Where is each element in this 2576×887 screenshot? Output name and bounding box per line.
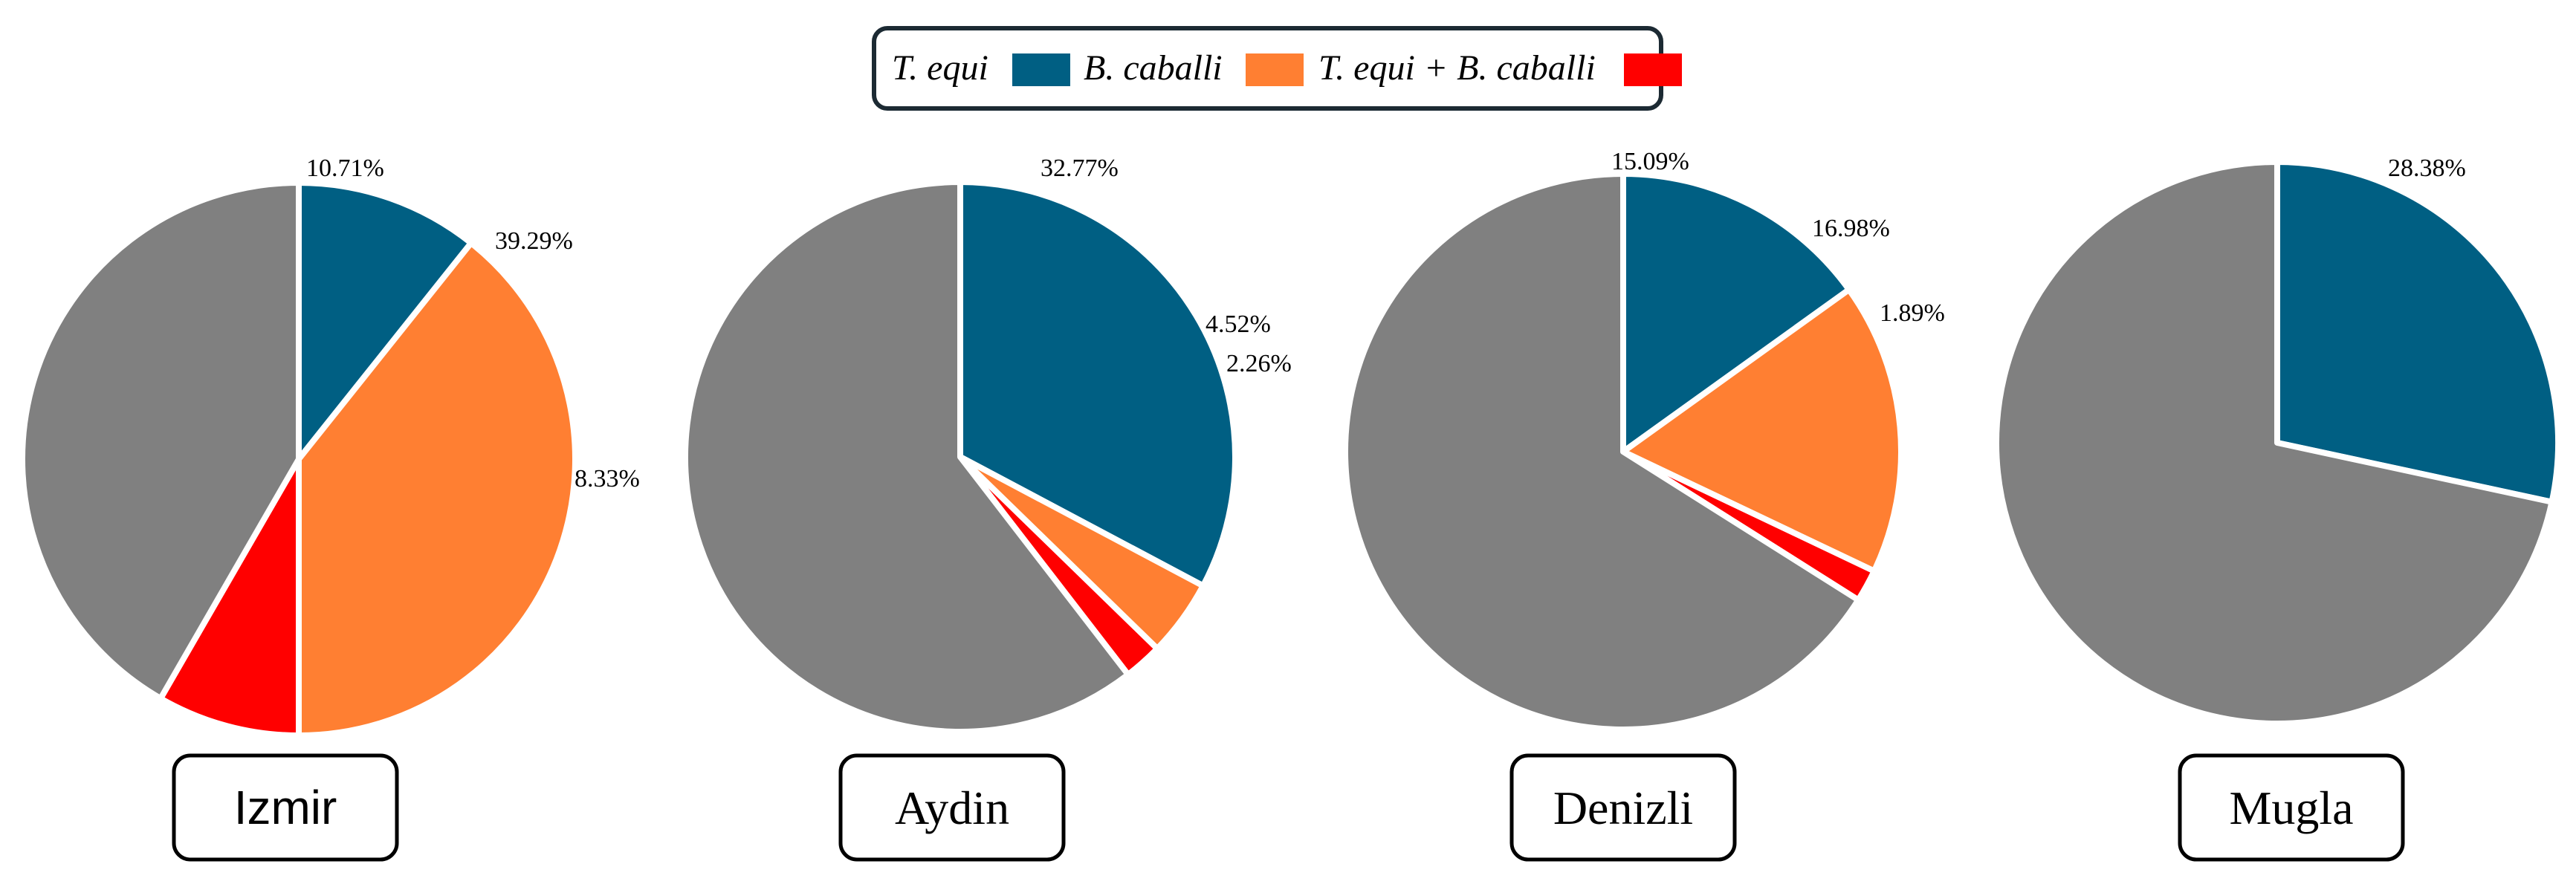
pie-slice-aydin-t-equi xyxy=(957,179,1238,589)
legend-swatch-mixed xyxy=(1624,53,1682,86)
pie-slice-izmir-t-equi-b-caballi xyxy=(158,456,302,738)
pie-denizli xyxy=(1342,171,1904,732)
pct-label-izmir-mixed: 8.33% xyxy=(575,465,640,493)
pie-slice-mugla-negative xyxy=(1993,159,2555,727)
city-label-denizli: Denizli xyxy=(1553,782,1693,834)
legend: T. equi B. caballi T. equi + B. caballi xyxy=(872,26,1682,111)
pie-slice-denizli-t-equi xyxy=(1620,171,1852,455)
pct-label-denizli-mixed: 1.89% xyxy=(1880,299,1945,327)
pct-labels: 10.71% 39.29% 8.33% 32.77% 4.52% 2.26% 1… xyxy=(306,148,2466,493)
city-box-izmir xyxy=(172,753,399,862)
pct-label-mugla-t-equi: 28.38% xyxy=(2388,155,2466,182)
legend-label-t-equi: T. equi xyxy=(892,48,988,88)
pct-label-izmir-t-equi: 10.71% xyxy=(306,155,384,182)
pie-izmir xyxy=(19,180,578,738)
pie-slice-denizli-b-caballi xyxy=(1620,286,1904,574)
pie-slice-izmir-b-caballi xyxy=(296,240,578,738)
city-box-aydin xyxy=(838,753,1066,862)
city-label-mugla: Mugla xyxy=(2229,782,2353,834)
city-labels: Izmir Aydin Denizli Mugla xyxy=(172,753,2405,862)
pct-label-denizli-t-equi: 15.09% xyxy=(1611,148,1689,175)
pie-slice-izmir-t-equi xyxy=(296,180,474,462)
pie-slice-mugla-t-equi xyxy=(2274,159,2562,505)
pie-slice-denizli-negative xyxy=(1342,171,1862,732)
pct-label-aydin-b-caballi: 4.52% xyxy=(1206,311,1271,338)
legend-swatch-b-caballi xyxy=(1246,53,1304,86)
city-box-denizli xyxy=(1509,753,1737,862)
legend-label-mixed: T. equi + B. caballi xyxy=(1318,48,1596,88)
city-label-aydin: Aydin xyxy=(895,782,1009,834)
pct-label-izmir-b-caballi: 39.29% xyxy=(495,227,573,255)
pct-label-aydin-t-equi: 32.77% xyxy=(1041,155,1119,182)
city-box-mugla xyxy=(2178,753,2405,862)
pie-slice-aydin-negative xyxy=(682,179,1131,735)
legend-swatch-t-equi xyxy=(1012,53,1070,86)
pie-mugla xyxy=(1993,159,2562,727)
pct-label-denizli-b-caballi: 16.98% xyxy=(1812,215,1890,242)
city-label-izmir: Izmir xyxy=(234,781,337,834)
pct-label-aydin-mixed: 2.26% xyxy=(1226,350,1292,377)
legend-label-b-caballi: B. caballi xyxy=(1084,48,1223,88)
pie-slice-izmir-negative xyxy=(19,180,302,702)
pie-aydin xyxy=(682,179,1238,735)
